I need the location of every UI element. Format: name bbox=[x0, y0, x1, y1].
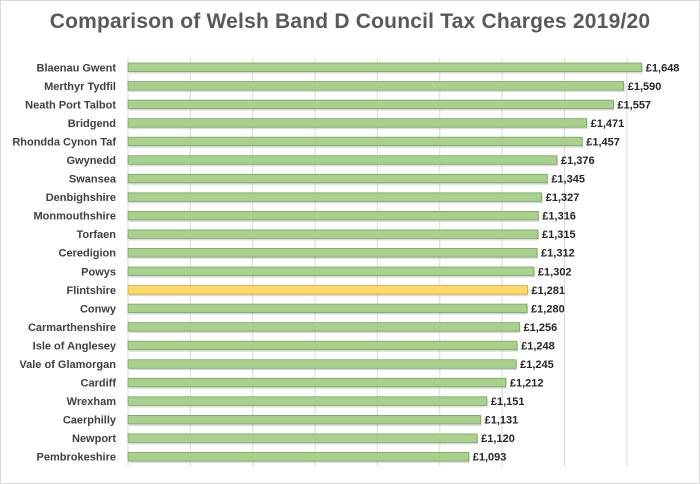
data-label: £1,457 bbox=[586, 136, 620, 148]
data-label: £1,280 bbox=[531, 303, 565, 315]
category-label: Isle of Anglesey bbox=[33, 340, 117, 352]
bar bbox=[127, 396, 488, 406]
category-label: Bridgend bbox=[68, 118, 116, 130]
bar bbox=[127, 433, 478, 443]
bar bbox=[127, 99, 614, 110]
data-label: £1,648 bbox=[646, 62, 680, 74]
bar bbox=[127, 210, 539, 221]
category-label: Vale of Glamorgan bbox=[19, 359, 116, 371]
bar bbox=[127, 414, 482, 425]
data-label: £1,212 bbox=[510, 378, 544, 390]
category-label: Flintshire bbox=[66, 285, 116, 297]
category-label: Carmarthenshire bbox=[28, 322, 116, 334]
chart-title: Comparison of Welsh Band D Council Tax C… bbox=[49, 10, 651, 33]
category-label: Merthyr Tydfil bbox=[44, 81, 116, 93]
bar bbox=[127, 248, 538, 258]
category-label: Blaenau Gwent bbox=[37, 62, 117, 74]
bar bbox=[127, 229, 539, 239]
category-label: Denbighshire bbox=[46, 192, 116, 204]
data-label: £1,315 bbox=[542, 229, 576, 241]
category-label: Pembrokeshire bbox=[37, 452, 116, 464]
category-label: Rhondda Cynon Taf bbox=[12, 136, 116, 148]
data-label: £1,151 bbox=[491, 396, 525, 408]
category-label: Gwynedd bbox=[66, 155, 116, 167]
bar bbox=[127, 452, 470, 462]
bar bbox=[127, 155, 558, 165]
bar bbox=[127, 322, 520, 332]
data-label: £1,590 bbox=[628, 81, 662, 93]
category-label: Ceredigion bbox=[59, 248, 117, 260]
data-label: £1,312 bbox=[541, 248, 575, 260]
bar bbox=[127, 118, 588, 128]
category-label: Neath Port Talbot bbox=[25, 99, 116, 111]
data-label: £1,302 bbox=[538, 266, 572, 278]
bar bbox=[127, 377, 507, 388]
data-label: £1,557 bbox=[617, 99, 651, 111]
data-label: £1,248 bbox=[521, 340, 555, 352]
category-label: Monmouthshire bbox=[34, 211, 117, 223]
bar bbox=[127, 62, 643, 72]
data-label: £1,245 bbox=[520, 359, 554, 371]
bar bbox=[127, 266, 535, 276]
bar-highlighted bbox=[127, 285, 528, 295]
bar bbox=[127, 192, 543, 202]
category-label: Wrexham bbox=[67, 396, 117, 408]
category-label: Powys bbox=[81, 266, 116, 278]
category-label: Newport bbox=[72, 433, 116, 445]
data-label: £1,256 bbox=[524, 322, 558, 334]
data-label: £1,471 bbox=[591, 118, 625, 130]
bar bbox=[127, 359, 517, 369]
data-label: £1,376 bbox=[561, 155, 595, 167]
category-label: Torfaen bbox=[76, 229, 116, 241]
category-label: Cardiff bbox=[81, 378, 117, 390]
data-label: £1,345 bbox=[551, 174, 585, 186]
bar bbox=[127, 173, 548, 184]
data-label: £1,327 bbox=[546, 192, 580, 204]
data-label: £1,316 bbox=[542, 211, 576, 223]
category-label: Conwy bbox=[80, 303, 117, 315]
category-label: Caerphilly bbox=[63, 415, 117, 427]
data-label: £1,120 bbox=[481, 433, 515, 445]
data-label: £1,093 bbox=[473, 452, 507, 464]
data-label: £1,131 bbox=[485, 415, 519, 427]
bar bbox=[127, 136, 583, 147]
category-label: Swansea bbox=[69, 174, 117, 186]
bar bbox=[127, 340, 518, 351]
data-label: £1,281 bbox=[531, 285, 565, 297]
bar bbox=[127, 303, 528, 314]
bar bbox=[127, 81, 625, 91]
